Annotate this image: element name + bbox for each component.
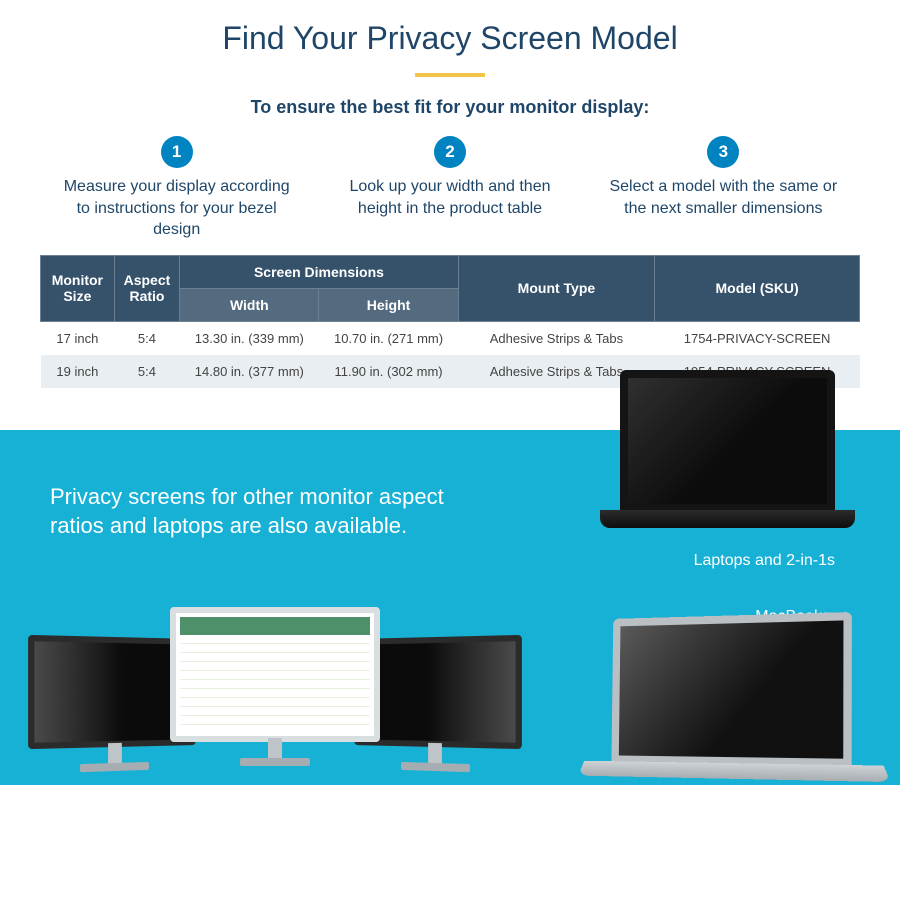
macbook-screen-icon: [611, 612, 851, 767]
th-mount-type: Mount Type: [458, 255, 655, 321]
th-height: Height: [319, 288, 458, 321]
step-3-badge: 3: [707, 136, 739, 168]
table-row: 17 inch 5:4 13.30 in. (339 mm) 10.70 in.…: [41, 321, 860, 355]
cell-ratio: 5:4: [114, 355, 180, 388]
cell-width: 13.30 in. (339 mm): [180, 321, 319, 355]
cell-size: 17 inch: [41, 321, 115, 355]
cell-height: 11.90 in. (302 mm): [319, 355, 458, 388]
th-screen-dimensions: Screen Dimensions: [180, 255, 458, 288]
step-1-badge: 1: [161, 136, 193, 168]
label-laptops: Laptops and 2-in-1s: [694, 552, 835, 570]
laptop-base-icon: [600, 510, 855, 528]
macbook-illustration: [584, 611, 889, 810]
laptop-screen-icon: [620, 370, 835, 510]
cell-mount: Adhesive Strips & Tabs: [458, 321, 655, 355]
cell-sku: 1754-PRIVACY-SCREEN: [655, 321, 860, 355]
promo-panel: Privacy screens for other monitor aspect…: [0, 430, 900, 785]
steps-row: 1 Measure your display according to inst…: [40, 136, 860, 241]
step-3: 3 Select a model with the same or the ne…: [592, 136, 855, 241]
th-monitor-size: Monitor Size: [41, 255, 115, 321]
th-aspect-ratio: Aspect Ratio: [114, 255, 180, 321]
monitor-group-illustration: Monitors: [30, 567, 520, 777]
step-2-badge: 2: [434, 136, 466, 168]
step-3-text: Select a model with the same or the next…: [592, 176, 855, 219]
step-1: 1 Measure your display according to inst…: [45, 136, 308, 241]
page-title: Find Your Privacy Screen Model: [40, 20, 860, 57]
cell-ratio: 5:4: [114, 321, 180, 355]
product-table: Monitor Size Aspect Ratio Screen Dimensi…: [40, 255, 860, 388]
th-model-sku: Model (SKU): [655, 255, 860, 321]
cell-size: 19 inch: [41, 355, 115, 388]
step-2-text: Look up your width and then height in th…: [318, 176, 581, 219]
promo-text: Privacy screens for other monitor aspect…: [50, 482, 480, 541]
step-2: 2 Look up your width and then height in …: [318, 136, 581, 241]
cell-height: 10.70 in. (271 mm): [319, 321, 458, 355]
monitor-center-icon: [170, 607, 380, 742]
subtitle-text: To ensure the best fit for your monitor …: [40, 97, 860, 118]
title-underline: [415, 73, 485, 77]
label-monitors: Monitors: [260, 787, 360, 805]
cell-width: 14.80 in. (377 mm): [180, 355, 319, 388]
th-width: Width: [180, 288, 319, 321]
laptop-illustration: [600, 370, 855, 540]
step-1-text: Measure your display according to instru…: [45, 176, 308, 241]
